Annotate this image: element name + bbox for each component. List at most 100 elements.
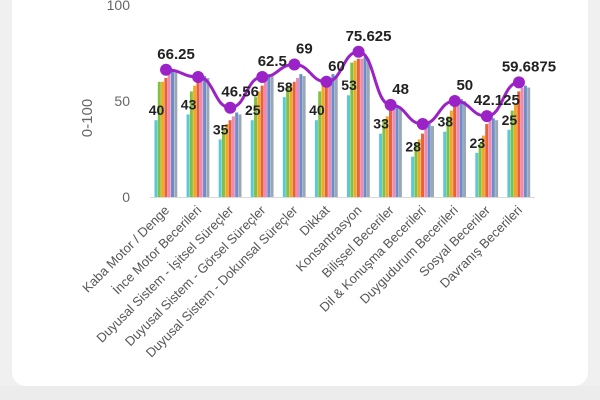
line-data-label: 46.56 — [221, 84, 259, 101]
bar — [475, 152, 479, 197]
line-data-label: 42.125 — [474, 92, 520, 109]
bar — [388, 110, 392, 197]
bar — [282, 97, 286, 197]
line-data-label: 69 — [296, 41, 313, 58]
bar — [203, 76, 207, 197]
line-point — [256, 71, 269, 83]
bar-data-label: 40 — [309, 102, 325, 118]
bar-data-label: 38 — [437, 114, 453, 130]
bar — [289, 85, 293, 197]
bar — [193, 85, 197, 197]
bar — [206, 77, 210, 197]
bar — [427, 124, 431, 197]
line-point — [448, 95, 461, 107]
category-label: Duyusal Sistem - İşitsel Süreçler — [93, 202, 236, 345]
bar — [154, 120, 158, 197]
bar — [463, 101, 467, 197]
line-point — [288, 58, 301, 71]
bar — [443, 131, 447, 197]
line-data-label: 75.625 — [346, 28, 392, 45]
y-tick-label: 0 — [122, 189, 130, 205]
bar — [221, 129, 225, 197]
bar — [296, 77, 300, 197]
bar — [331, 74, 335, 197]
bar — [446, 116, 450, 197]
line-layer — [160, 45, 525, 131]
bar — [456, 101, 460, 197]
bar — [346, 95, 350, 197]
line-point — [192, 71, 205, 83]
axis-layer: 0 50 100 — [107, 0, 535, 205]
bar — [495, 120, 499, 197]
bar — [520, 87, 524, 197]
bar — [510, 110, 514, 197]
bar-data-label: 43 — [181, 96, 197, 112]
bar — [302, 76, 306, 197]
bar — [228, 120, 232, 197]
bar — [366, 58, 370, 198]
bar — [170, 70, 174, 197]
bar — [321, 85, 325, 197]
bar — [292, 81, 296, 197]
bar — [199, 77, 203, 197]
bar — [392, 108, 396, 197]
bar-data-label: 58 — [277, 79, 293, 95]
bar — [488, 120, 492, 197]
bar — [398, 108, 402, 197]
bar — [189, 91, 193, 197]
bar — [527, 87, 531, 197]
bar — [481, 135, 485, 197]
bar — [385, 116, 389, 197]
line-point — [224, 101, 237, 114]
line-point — [320, 75, 333, 88]
bar-data-label: 35 — [213, 121, 229, 137]
bar — [174, 72, 178, 197]
bar — [491, 118, 495, 197]
bar-data-label: 33 — [373, 116, 389, 132]
bar — [514, 104, 518, 197]
bar — [421, 133, 425, 197]
bar — [478, 143, 482, 197]
bar — [263, 77, 267, 197]
bar — [196, 81, 200, 197]
bar — [299, 74, 303, 197]
bar — [453, 104, 457, 197]
bar — [414, 143, 418, 197]
bar — [186, 114, 190, 197]
bar — [430, 125, 434, 197]
bar — [250, 120, 254, 197]
bar-data-label: 23 — [470, 135, 486, 151]
bar — [328, 77, 332, 197]
bar — [424, 127, 428, 197]
bar — [517, 91, 521, 197]
bar — [218, 139, 222, 197]
bar — [379, 133, 383, 197]
line-point — [352, 45, 365, 58]
bar — [167, 74, 171, 197]
bar — [225, 124, 229, 197]
line-point — [416, 118, 429, 131]
bar — [270, 76, 274, 197]
bar — [360, 58, 364, 198]
bar — [318, 91, 322, 197]
bar — [324, 81, 328, 197]
line-point — [384, 98, 397, 111]
bar — [459, 99, 463, 197]
y-tick-label: 50 — [114, 93, 130, 109]
bars-layer — [154, 56, 531, 198]
y-tick-label: 100 — [107, 0, 131, 13]
bar — [238, 114, 242, 197]
line-data-label: 60 — [328, 58, 345, 75]
bar — [161, 81, 165, 197]
bar — [523, 85, 527, 197]
line-data-label: 62.5 — [258, 53, 287, 70]
bar — [157, 81, 161, 197]
y-axis-label: 0-100 — [79, 99, 96, 137]
bar — [353, 60, 357, 198]
bar — [449, 110, 453, 197]
bar — [411, 156, 415, 197]
bar — [254, 97, 258, 197]
bar — [235, 112, 239, 197]
